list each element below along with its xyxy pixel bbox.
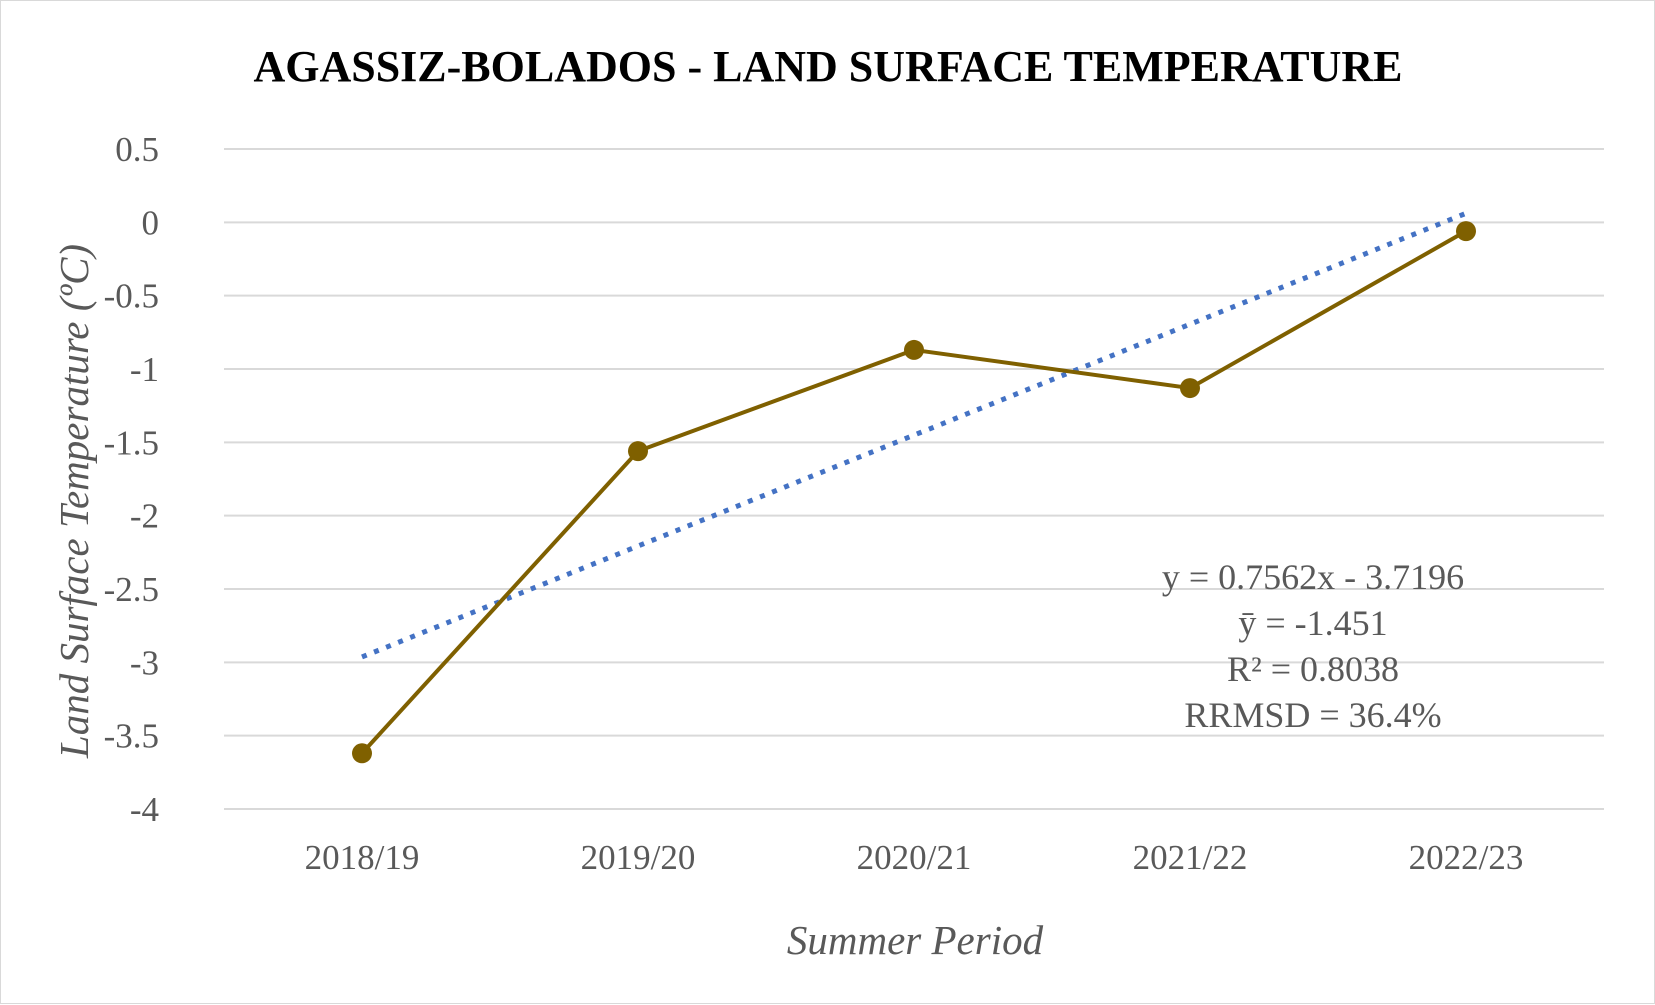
y-tick-label: 0 [142, 203, 160, 242]
y-tick-label: -4 [130, 790, 159, 829]
y-tick-label: -3 [130, 643, 159, 682]
x-axis-title: Summer Period [787, 917, 1044, 963]
regression-stats: y = 0.7562x - 3.7196 ȳ = -1.451 R² = 0.803… [1162, 557, 1464, 735]
y-axis-title: Land Surface Temperature (ºC) [51, 244, 97, 759]
stat-line: ȳ = -1.451 [1238, 603, 1387, 643]
data-point [352, 743, 372, 764]
x-tick-label: 2020/21 [857, 838, 972, 877]
y-tick-label: -2 [130, 497, 159, 536]
data-point [1180, 378, 1200, 399]
y-axis-ticks: 0.5 0 -0.5 -1 -1.5 -2 -2.5 -3 -3.5 -4 [104, 130, 159, 829]
series-group [352, 221, 1476, 764]
x-tick-label: 2018/19 [305, 838, 420, 877]
data-point [1456, 221, 1476, 242]
x-tick-label: 2022/23 [1409, 838, 1524, 877]
data-point [904, 339, 924, 360]
stat-line: y = 0.7562x - 3.7196 [1162, 557, 1464, 597]
stat-line: RRMSD = 36.4% [1184, 695, 1441, 735]
y-tick-label: 0.5 [115, 130, 159, 169]
data-point [628, 441, 648, 462]
chart-title: AGASSIZ-BOLADOS - LAND SURFACE TEMPERATU… [253, 42, 1402, 91]
gridlines [224, 148, 1604, 810]
y-tick-label: -1.5 [104, 423, 159, 462]
x-axis-ticks: 2018/19 2019/20 2020/21 2021/22 2022/23 [305, 838, 1524, 877]
x-tick-label: 2021/22 [1133, 838, 1248, 877]
x-tick-label: 2019/20 [581, 838, 696, 877]
y-tick-label: -3.5 [104, 717, 159, 756]
y-tick-label: -0.5 [104, 277, 159, 316]
stat-line: R² = 0.8038 [1227, 649, 1399, 689]
trendline-group [361, 211, 1467, 660]
y-tick-label: -1 [130, 350, 159, 389]
trendline [361, 211, 1467, 660]
y-tick-label: -2.5 [104, 570, 159, 609]
